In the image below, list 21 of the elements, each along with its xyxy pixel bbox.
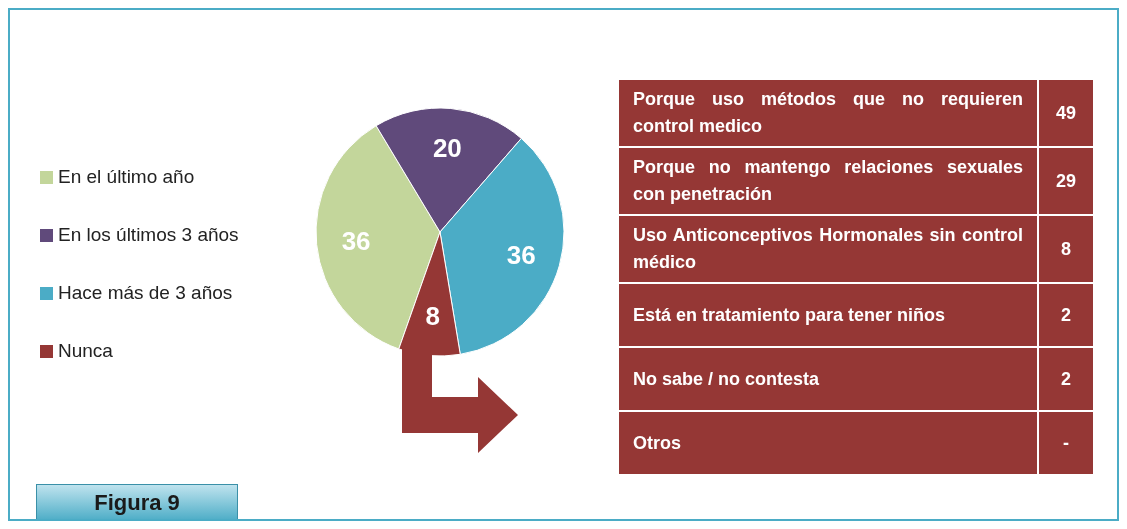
text: 2 [1060,368,1071,389]
legend-label: En los últimos 3 años [58,224,239,246]
legend-label: En el último año [58,166,195,188]
category-label: No sabe / no contesta [618,347,1038,411]
data-label: 8 [425,301,440,331]
text: 29 [1055,170,1077,191]
data-label: 36 [506,239,536,270]
legend-label: Hace más de 3 años [58,282,233,304]
category-label: Porque uso métodos que no requieren control medico [618,79,1038,147]
data-label: 20 [432,133,462,163]
category-label: Porque no mantengo relaciones sexuales con penetración [618,147,1038,215]
category-label: Otros [618,411,1038,475]
text: 2 [1060,304,1071,325]
text: 49 [1055,102,1077,123]
legend-label: Nunca [58,340,113,362]
text: 8 [1060,238,1071,259]
category-label: Está en tratamiento para tener niños [618,283,1038,347]
text: - [1063,432,1069,453]
text: Figura 9 [36,484,238,522]
data-label: 36 [341,225,371,256]
category-label: Uso Anticonceptivos Hormonales sin control médico [618,215,1038,283]
